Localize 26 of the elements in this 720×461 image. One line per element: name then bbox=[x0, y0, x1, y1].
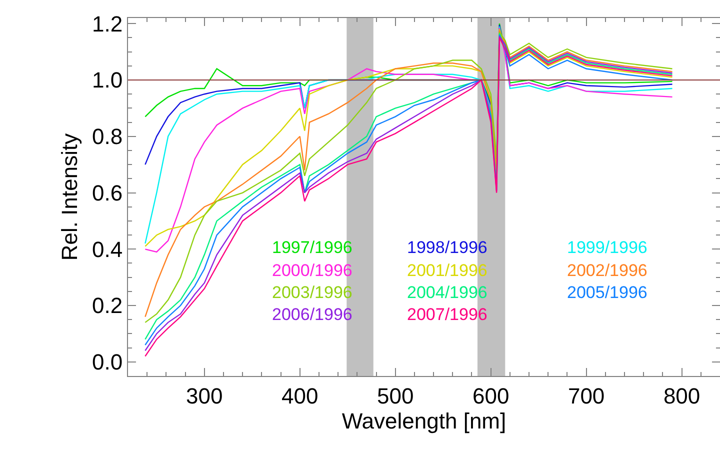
x-tick-label: 600 bbox=[472, 383, 510, 408]
y-tick-label: 0.6 bbox=[92, 180, 123, 206]
text: 2005/1996 bbox=[567, 283, 648, 302]
y-tick-label: 0.0 bbox=[92, 350, 123, 375]
x-tick-label: 400 bbox=[282, 383, 318, 408]
text: 1997/1996 bbox=[272, 238, 352, 257]
y-axis-title: Rel. Intensity bbox=[56, 133, 82, 261]
text: 2000/1996 bbox=[272, 261, 352, 280]
text: 2004/1996 bbox=[407, 283, 488, 302]
y-tick-label: 1.2 bbox=[92, 11, 123, 36]
x-tick-label: 500 bbox=[376, 383, 414, 408]
text: 2006/1996 bbox=[272, 305, 352, 324]
y-tick-label: 0.4 bbox=[92, 236, 123, 262]
text: 2001/1996 bbox=[407, 261, 488, 280]
text: 2003/1996 bbox=[272, 283, 352, 302]
x-tick-label: 300 bbox=[186, 383, 223, 408]
y-tick-label: 1.0 bbox=[92, 68, 123, 93]
text: 2007/1996 bbox=[407, 305, 488, 324]
x-axis-title: Wavelength [nm] bbox=[342, 408, 506, 434]
text: 1999/1996 bbox=[567, 238, 648, 257]
x-tick-label: 800 bbox=[663, 383, 700, 408]
text: 1998/1996 bbox=[407, 238, 488, 257]
text: 2002/1996 bbox=[567, 261, 648, 280]
y-tick-label: 0.8 bbox=[92, 124, 123, 150]
y-tick-label: 0.2 bbox=[92, 293, 123, 318]
x-tick-label: 700 bbox=[568, 383, 605, 408]
